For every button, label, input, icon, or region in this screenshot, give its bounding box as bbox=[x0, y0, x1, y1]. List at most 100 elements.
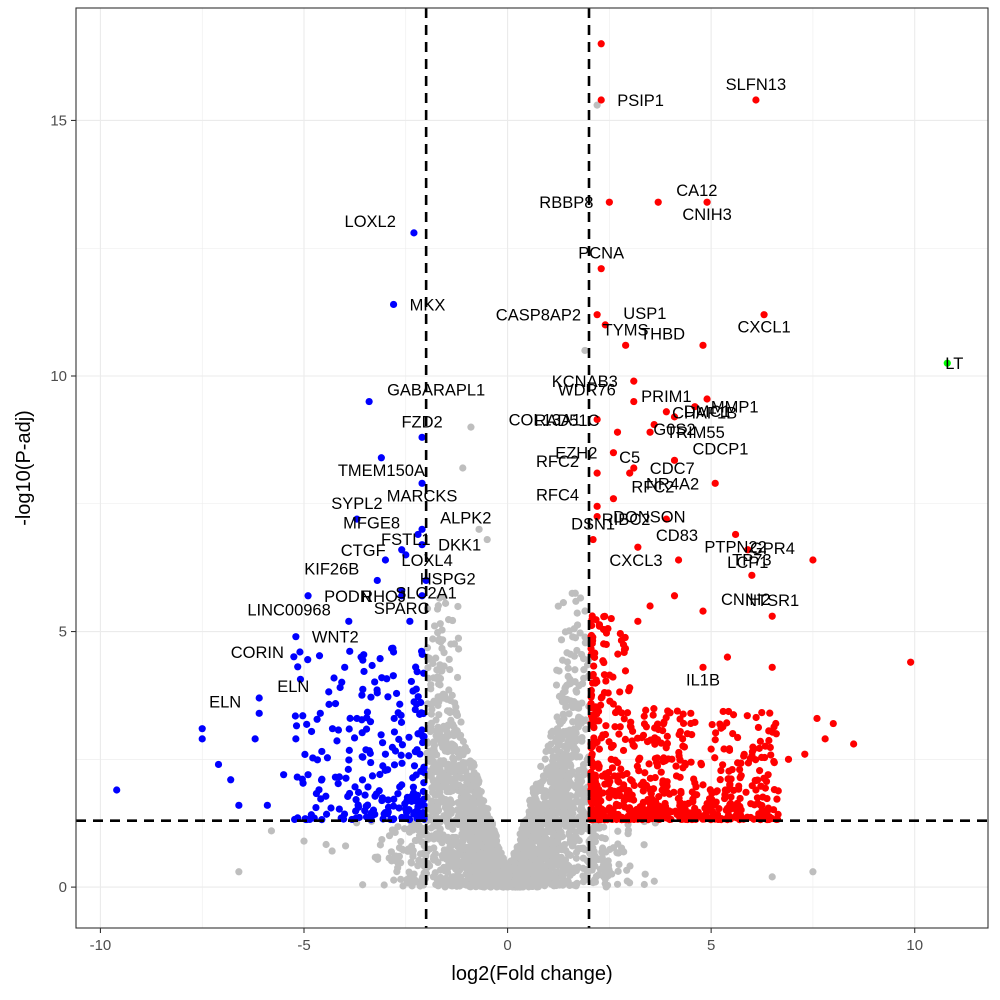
down-point bbox=[417, 709, 425, 717]
ns-point bbox=[441, 747, 449, 755]
down-point bbox=[331, 700, 340, 708]
gene-point bbox=[605, 198, 613, 206]
down-point bbox=[418, 801, 426, 809]
ns-point bbox=[446, 665, 454, 674]
down-point bbox=[406, 617, 414, 625]
down-point bbox=[392, 689, 401, 698]
down-point bbox=[384, 796, 392, 804]
down-point bbox=[299, 712, 307, 720]
ns-point bbox=[380, 881, 388, 889]
ns-point bbox=[580, 666, 588, 674]
up-point bbox=[766, 743, 774, 752]
up-point bbox=[630, 781, 638, 790]
gene-point bbox=[353, 515, 361, 523]
ns-point bbox=[576, 816, 585, 825]
up-point bbox=[719, 761, 727, 769]
gene-point bbox=[752, 96, 760, 104]
down-point bbox=[330, 674, 338, 682]
gene-point bbox=[760, 311, 768, 319]
ns-point bbox=[475, 525, 483, 533]
down-point bbox=[394, 709, 402, 717]
down-point bbox=[398, 781, 406, 789]
ns-point bbox=[564, 664, 572, 672]
down-point bbox=[396, 700, 404, 708]
up-point bbox=[719, 707, 727, 716]
down-point bbox=[335, 773, 343, 781]
ns-point bbox=[569, 718, 577, 726]
ns-point bbox=[544, 764, 552, 773]
ns-point bbox=[462, 792, 470, 800]
ns-point bbox=[446, 843, 454, 851]
up-point bbox=[607, 787, 615, 795]
down-point bbox=[365, 747, 373, 755]
down-point bbox=[360, 667, 368, 676]
gene-point bbox=[943, 359, 951, 367]
down-point bbox=[395, 735, 403, 743]
ns-point bbox=[561, 684, 569, 693]
up-point bbox=[770, 759, 778, 767]
gene-label: DMC1 bbox=[684, 403, 731, 421]
ns-point bbox=[577, 804, 585, 812]
up-point bbox=[615, 778, 623, 786]
up-point bbox=[675, 748, 683, 757]
down-point bbox=[113, 786, 121, 794]
up-point bbox=[600, 688, 609, 697]
up-point bbox=[682, 814, 690, 822]
gene-point bbox=[255, 709, 263, 717]
up-point bbox=[589, 670, 597, 679]
ns-point bbox=[624, 830, 632, 838]
ns-point bbox=[500, 881, 508, 889]
ns-point bbox=[519, 830, 528, 838]
ns-point bbox=[385, 832, 394, 840]
up-point bbox=[749, 743, 757, 751]
down-point bbox=[344, 765, 352, 773]
down-point bbox=[401, 800, 409, 808]
gene-label: TMEM150A bbox=[338, 462, 425, 480]
up-point bbox=[623, 770, 631, 778]
up-point bbox=[635, 767, 643, 775]
up-point bbox=[733, 807, 741, 815]
ns-point bbox=[464, 772, 472, 780]
down-point bbox=[341, 663, 349, 671]
up-point bbox=[663, 732, 671, 740]
gene-point bbox=[418, 433, 426, 441]
ns-point bbox=[506, 879, 514, 887]
ns-point bbox=[465, 848, 473, 856]
up-point bbox=[614, 772, 623, 780]
ns-point bbox=[422, 870, 431, 878]
gene-point bbox=[609, 449, 618, 457]
ns-point bbox=[590, 876, 599, 884]
y-tick-label: 0 bbox=[59, 879, 67, 896]
down-point bbox=[296, 675, 305, 683]
ns-point bbox=[569, 867, 578, 875]
gene-point bbox=[601, 321, 609, 329]
ns-point bbox=[571, 589, 579, 597]
ns-point bbox=[467, 423, 475, 431]
up-point bbox=[623, 789, 631, 797]
down-point bbox=[292, 735, 300, 743]
ns-point bbox=[398, 845, 406, 853]
ns-point bbox=[572, 746, 581, 754]
down-point bbox=[327, 804, 335, 812]
gene-label: EZH2 bbox=[555, 445, 597, 463]
gene-label: WNT2 bbox=[312, 629, 359, 647]
ns-point bbox=[450, 874, 458, 882]
up-point bbox=[727, 793, 735, 801]
ns-point bbox=[547, 839, 555, 847]
ns-point bbox=[483, 846, 491, 854]
gene-point bbox=[622, 341, 630, 349]
gene-point bbox=[699, 341, 707, 349]
ns-point bbox=[419, 826, 427, 834]
ns-point bbox=[568, 800, 576, 808]
down-point bbox=[371, 678, 379, 686]
gene-label: ELN bbox=[277, 678, 309, 696]
down-point bbox=[351, 783, 359, 791]
up-point bbox=[597, 701, 605, 709]
ns-point bbox=[563, 878, 572, 886]
up-point bbox=[672, 772, 681, 780]
ns-point bbox=[582, 725, 590, 733]
ns-point bbox=[546, 862, 554, 870]
down-point bbox=[313, 715, 321, 723]
ns-point bbox=[453, 673, 462, 682]
ns-point bbox=[604, 861, 613, 869]
